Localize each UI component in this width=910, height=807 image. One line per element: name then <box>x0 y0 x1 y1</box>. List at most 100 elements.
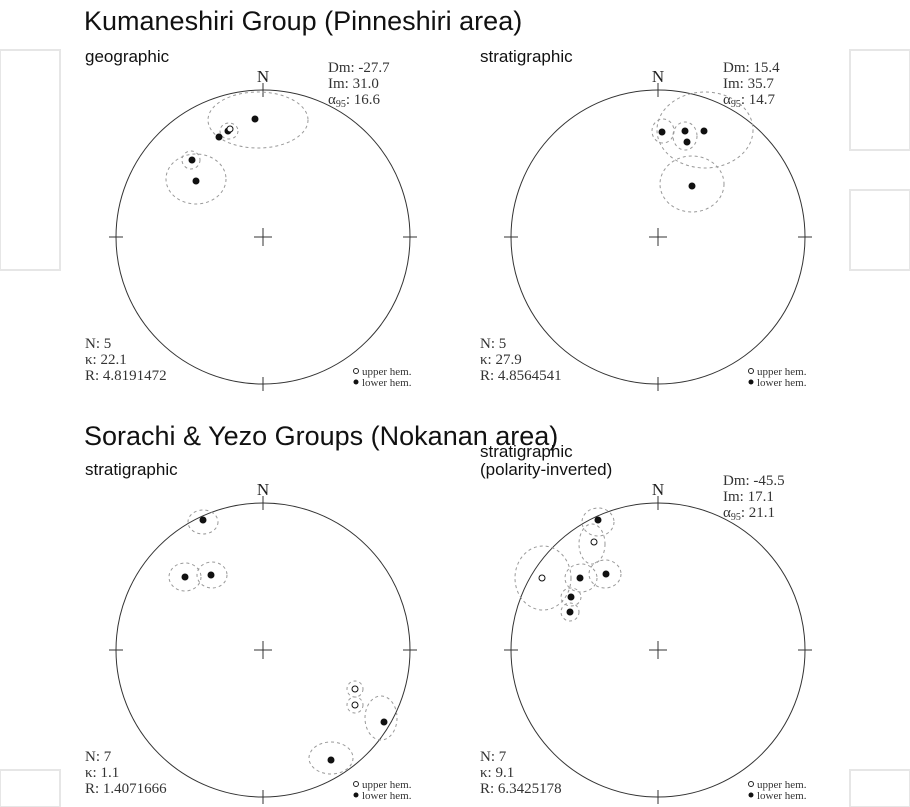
frame <box>849 769 910 807</box>
confidence-ellipse <box>659 155 725 213</box>
section-title: Kumaneshiri Group (Pinneshiri area) <box>84 6 522 36</box>
confidence-ellipse <box>308 741 354 775</box>
legend-open <box>748 781 754 787</box>
legend-open <box>748 368 754 374</box>
confidence-ellipse <box>578 523 606 565</box>
confidence-ellipse <box>672 121 698 151</box>
lower-hem-point <box>380 718 388 726</box>
confidence-ellipse <box>181 150 201 170</box>
alpha-sub: 95 <box>731 99 741 110</box>
alpha-symbol: α <box>328 92 336 108</box>
stat-kappa: κ: 22.1 <box>85 352 127 368</box>
lower-hem-point <box>700 127 708 135</box>
alpha95: α95: 16.6 <box>328 92 381 110</box>
stat-r: R: 4.8564541 <box>480 368 562 384</box>
lower-hem-point <box>576 574 584 582</box>
confidence-ellipse <box>219 122 239 140</box>
frame <box>0 769 61 807</box>
north-label: N <box>652 480 664 499</box>
stat-n: N: 5 <box>85 336 111 352</box>
legend-filled <box>353 792 359 798</box>
alpha95: α95: 14.7 <box>723 92 776 110</box>
lower-hem-point <box>658 128 666 136</box>
upper-hem-point <box>351 701 359 709</box>
alpha-value: : 14.7 <box>741 92 776 108</box>
lower-hem-point <box>602 570 610 578</box>
legend-upper: upper hem. <box>362 366 412 378</box>
confidence-ellipse <box>588 559 622 589</box>
legend-lower: lower hem. <box>362 790 412 802</box>
mean-dec: Dm: -45.5 <box>723 473 785 489</box>
confidence-ellipse <box>656 91 754 169</box>
alpha-sub: 95 <box>731 512 741 523</box>
confidence-ellipse <box>165 153 227 205</box>
projection-label: stratigraphic <box>85 460 178 479</box>
confidence-ellipse <box>581 507 615 537</box>
legend-upper: upper hem. <box>757 366 807 378</box>
confidence-ellipse <box>560 587 582 607</box>
frame <box>849 189 910 271</box>
projection-label: (polarity-inverted) <box>480 460 612 479</box>
alpha-symbol: α <box>723 505 731 521</box>
legend-lower: lower hem. <box>757 377 807 389</box>
mean-inc: Im: 17.1 <box>723 489 774 505</box>
confidence-ellipse <box>651 118 675 144</box>
lower-hem-point <box>192 177 200 185</box>
legend-upper: upper hem. <box>362 779 412 791</box>
mean-dec: Dm: -27.7 <box>328 60 390 76</box>
legend-filled <box>353 379 359 385</box>
lower-hem-point <box>251 115 259 123</box>
legend-lower: lower hem. <box>362 377 412 389</box>
stat-kappa: κ: 1.1 <box>85 765 119 781</box>
upper-hem-point <box>226 125 234 133</box>
legend-upper: upper hem. <box>757 779 807 791</box>
alpha-value: : 21.1 <box>741 505 775 521</box>
lower-hem-point <box>683 138 691 146</box>
lower-hem-point <box>567 593 575 601</box>
alpha-value: : 16.6 <box>346 92 381 108</box>
confidence-ellipse <box>207 91 309 149</box>
north-label: N <box>257 480 269 499</box>
lower-hem-point <box>594 516 602 524</box>
alpha-symbol: α <box>723 92 731 108</box>
mean-inc: Im: 35.7 <box>723 76 774 92</box>
stat-r: R: 4.8191472 <box>85 368 167 384</box>
confidence-ellipse <box>196 561 228 589</box>
confidence-ellipse <box>514 545 572 611</box>
north-label: N <box>257 67 269 86</box>
stat-r: R: 6.3425178 <box>480 781 562 797</box>
projection-label: geographic <box>85 47 170 66</box>
projection-label: stratigraphic <box>480 442 573 461</box>
confidence-ellipse <box>168 562 202 592</box>
confidence-ellipse <box>346 696 364 714</box>
stat-kappa: κ: 9.1 <box>480 765 514 781</box>
alpha95: α95: 21.1 <box>723 505 775 523</box>
lower-hem-point <box>215 133 223 141</box>
confidence-ellipse <box>560 602 580 622</box>
lower-hem-point <box>566 608 574 616</box>
lower-hem-point <box>181 573 189 581</box>
lower-hem-point <box>199 516 207 524</box>
confidence-ellipse <box>564 563 598 593</box>
mean-inc: Im: 31.0 <box>328 76 379 92</box>
projection-label: stratigraphic <box>480 47 573 66</box>
confidence-ellipse <box>187 509 219 535</box>
confidence-ellipse <box>364 695 398 741</box>
lower-hem-point <box>681 127 689 135</box>
lower-hem-point <box>688 182 696 190</box>
legend-lower: lower hem. <box>757 790 807 802</box>
stat-n: N: 7 <box>85 749 112 765</box>
frame <box>0 49 61 271</box>
alpha-sub: 95 <box>336 99 346 110</box>
upper-hem-point <box>351 685 359 693</box>
section-title: Sorachi & Yezo Groups (Nokanan area) <box>84 421 558 451</box>
legend-filled <box>748 792 754 798</box>
lower-hem-point <box>188 156 196 164</box>
upper-hem-point <box>538 574 546 582</box>
lower-hem-point <box>327 756 335 764</box>
